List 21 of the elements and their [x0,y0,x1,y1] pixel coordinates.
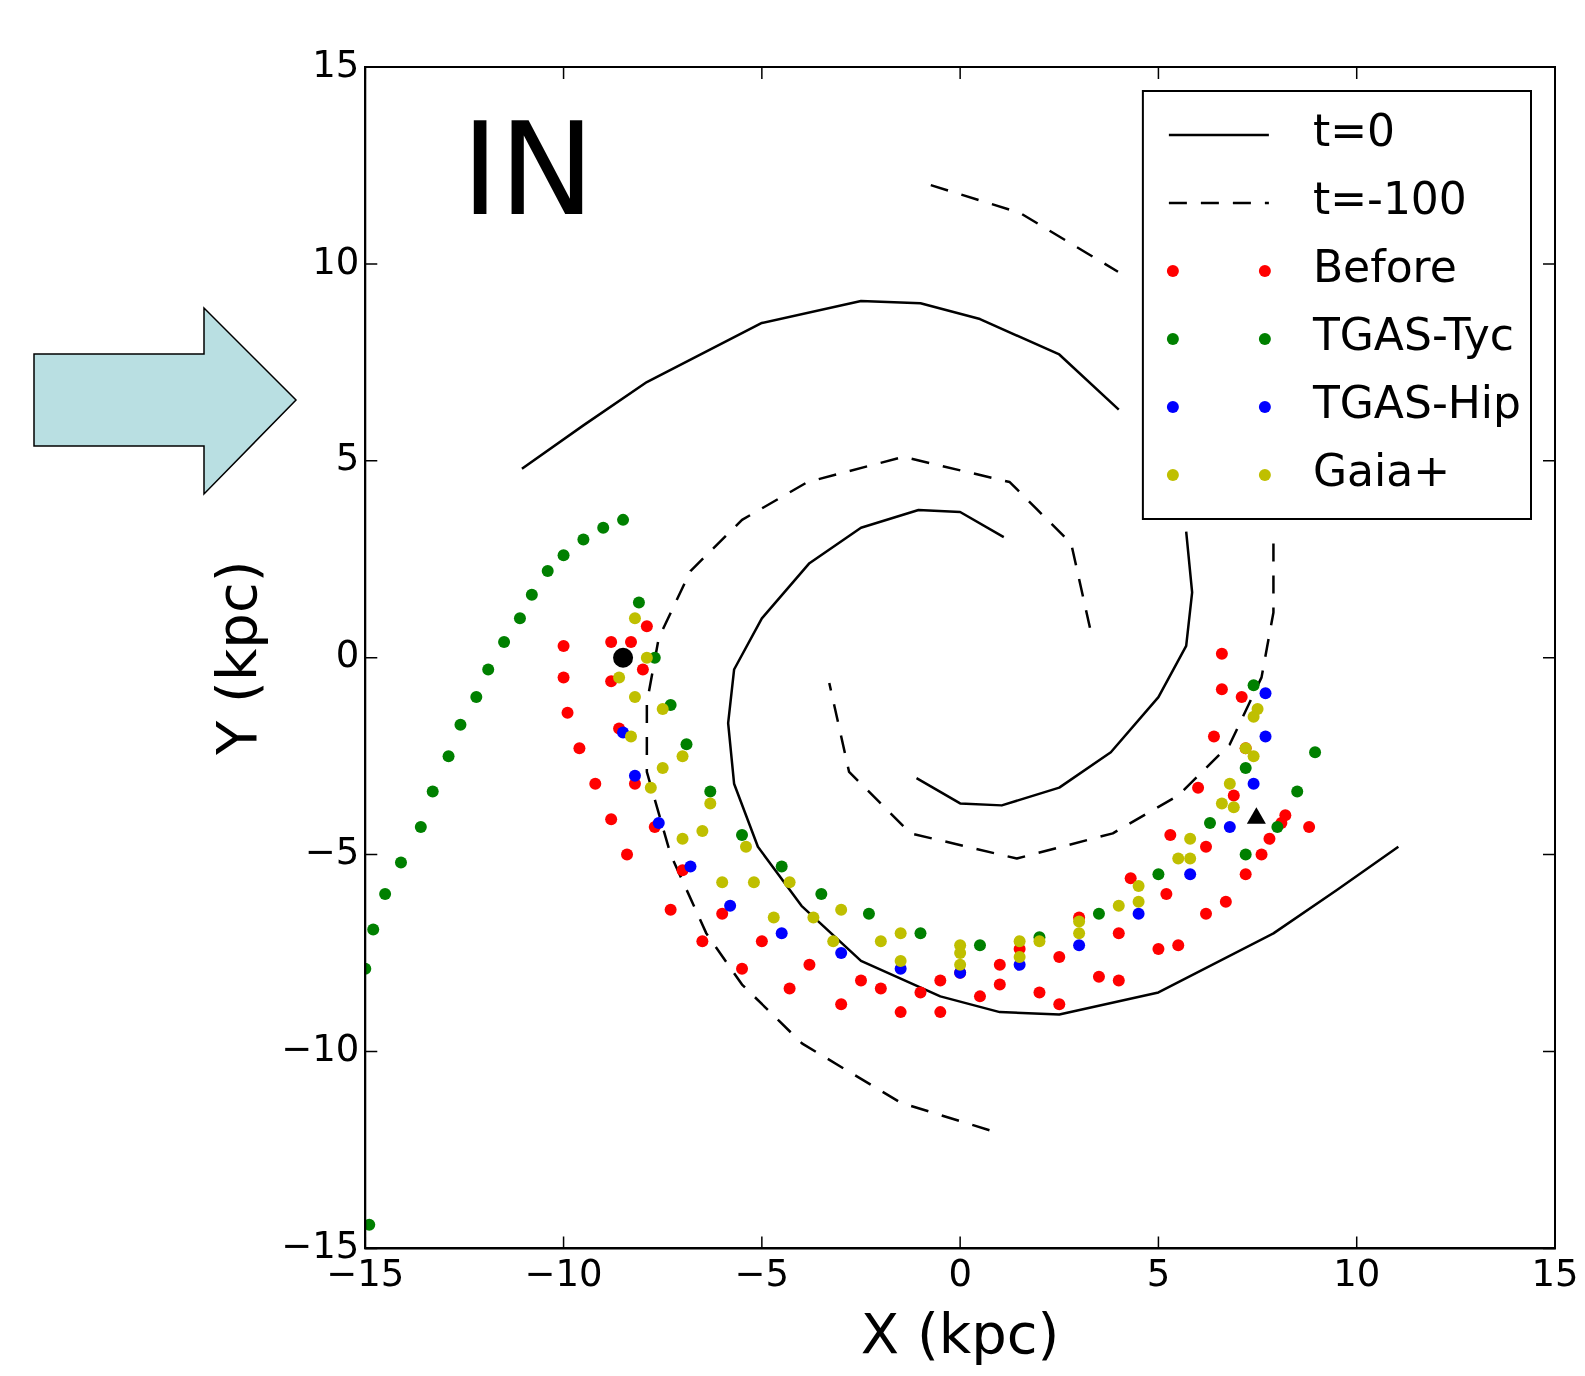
y-axis-title: Y (kpc) [204,560,270,756]
y-tick-label: 0 [335,633,360,677]
legend-label: TGAS-Hip [1311,377,1522,429]
x-tick-label: 0 [948,1252,972,1296]
legend-label: Gaia+ [1312,445,1451,497]
y-tick-label: 5 [335,436,360,480]
legend-label: Before [1312,241,1457,293]
y-tick-label: −5 [304,830,360,874]
legend-label: TGAS-Tyc [1311,309,1514,361]
x-tick-label: 15 [1531,1252,1579,1296]
x-tick-label: −10 [524,1252,603,1296]
annotation: IN [461,95,595,245]
x-tick-label: −5 [734,1252,790,1296]
y-tick-label: 15 [312,42,360,86]
y-tick-label: −10 [281,1027,360,1071]
legend-label: t=0 [1312,105,1396,157]
x-tick-label: 5 [1146,1252,1171,1296]
x-axis-title: X (kpc) [860,1300,1060,1366]
x-tick-label: 10 [1333,1252,1381,1296]
y-tick-label: 10 [312,239,360,283]
legend-label: t=-100 [1312,173,1467,225]
